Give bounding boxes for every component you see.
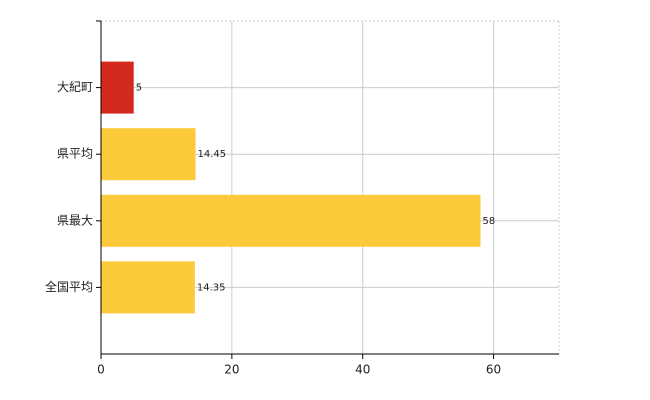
x-tick-label: 20	[224, 363, 239, 377]
value-label: 5	[136, 83, 142, 94]
y-tick-label: 県平均	[57, 147, 93, 161]
bar	[101, 194, 481, 247]
value-label: 58	[482, 216, 495, 227]
y-tick-label: 大紀町	[57, 80, 93, 94]
x-tick-label: 40	[355, 363, 370, 377]
bar	[101, 261, 195, 314]
y-tick-label: 県最大	[57, 213, 93, 227]
value-label: 14.35	[197, 282, 226, 293]
bar	[101, 128, 196, 181]
x-tick-label: 60	[486, 363, 501, 377]
x-tick-label: 0	[97, 363, 105, 377]
y-tick-label: 全国平均	[45, 279, 93, 294]
value-label: 14.45	[198, 149, 227, 160]
bar	[101, 61, 134, 114]
